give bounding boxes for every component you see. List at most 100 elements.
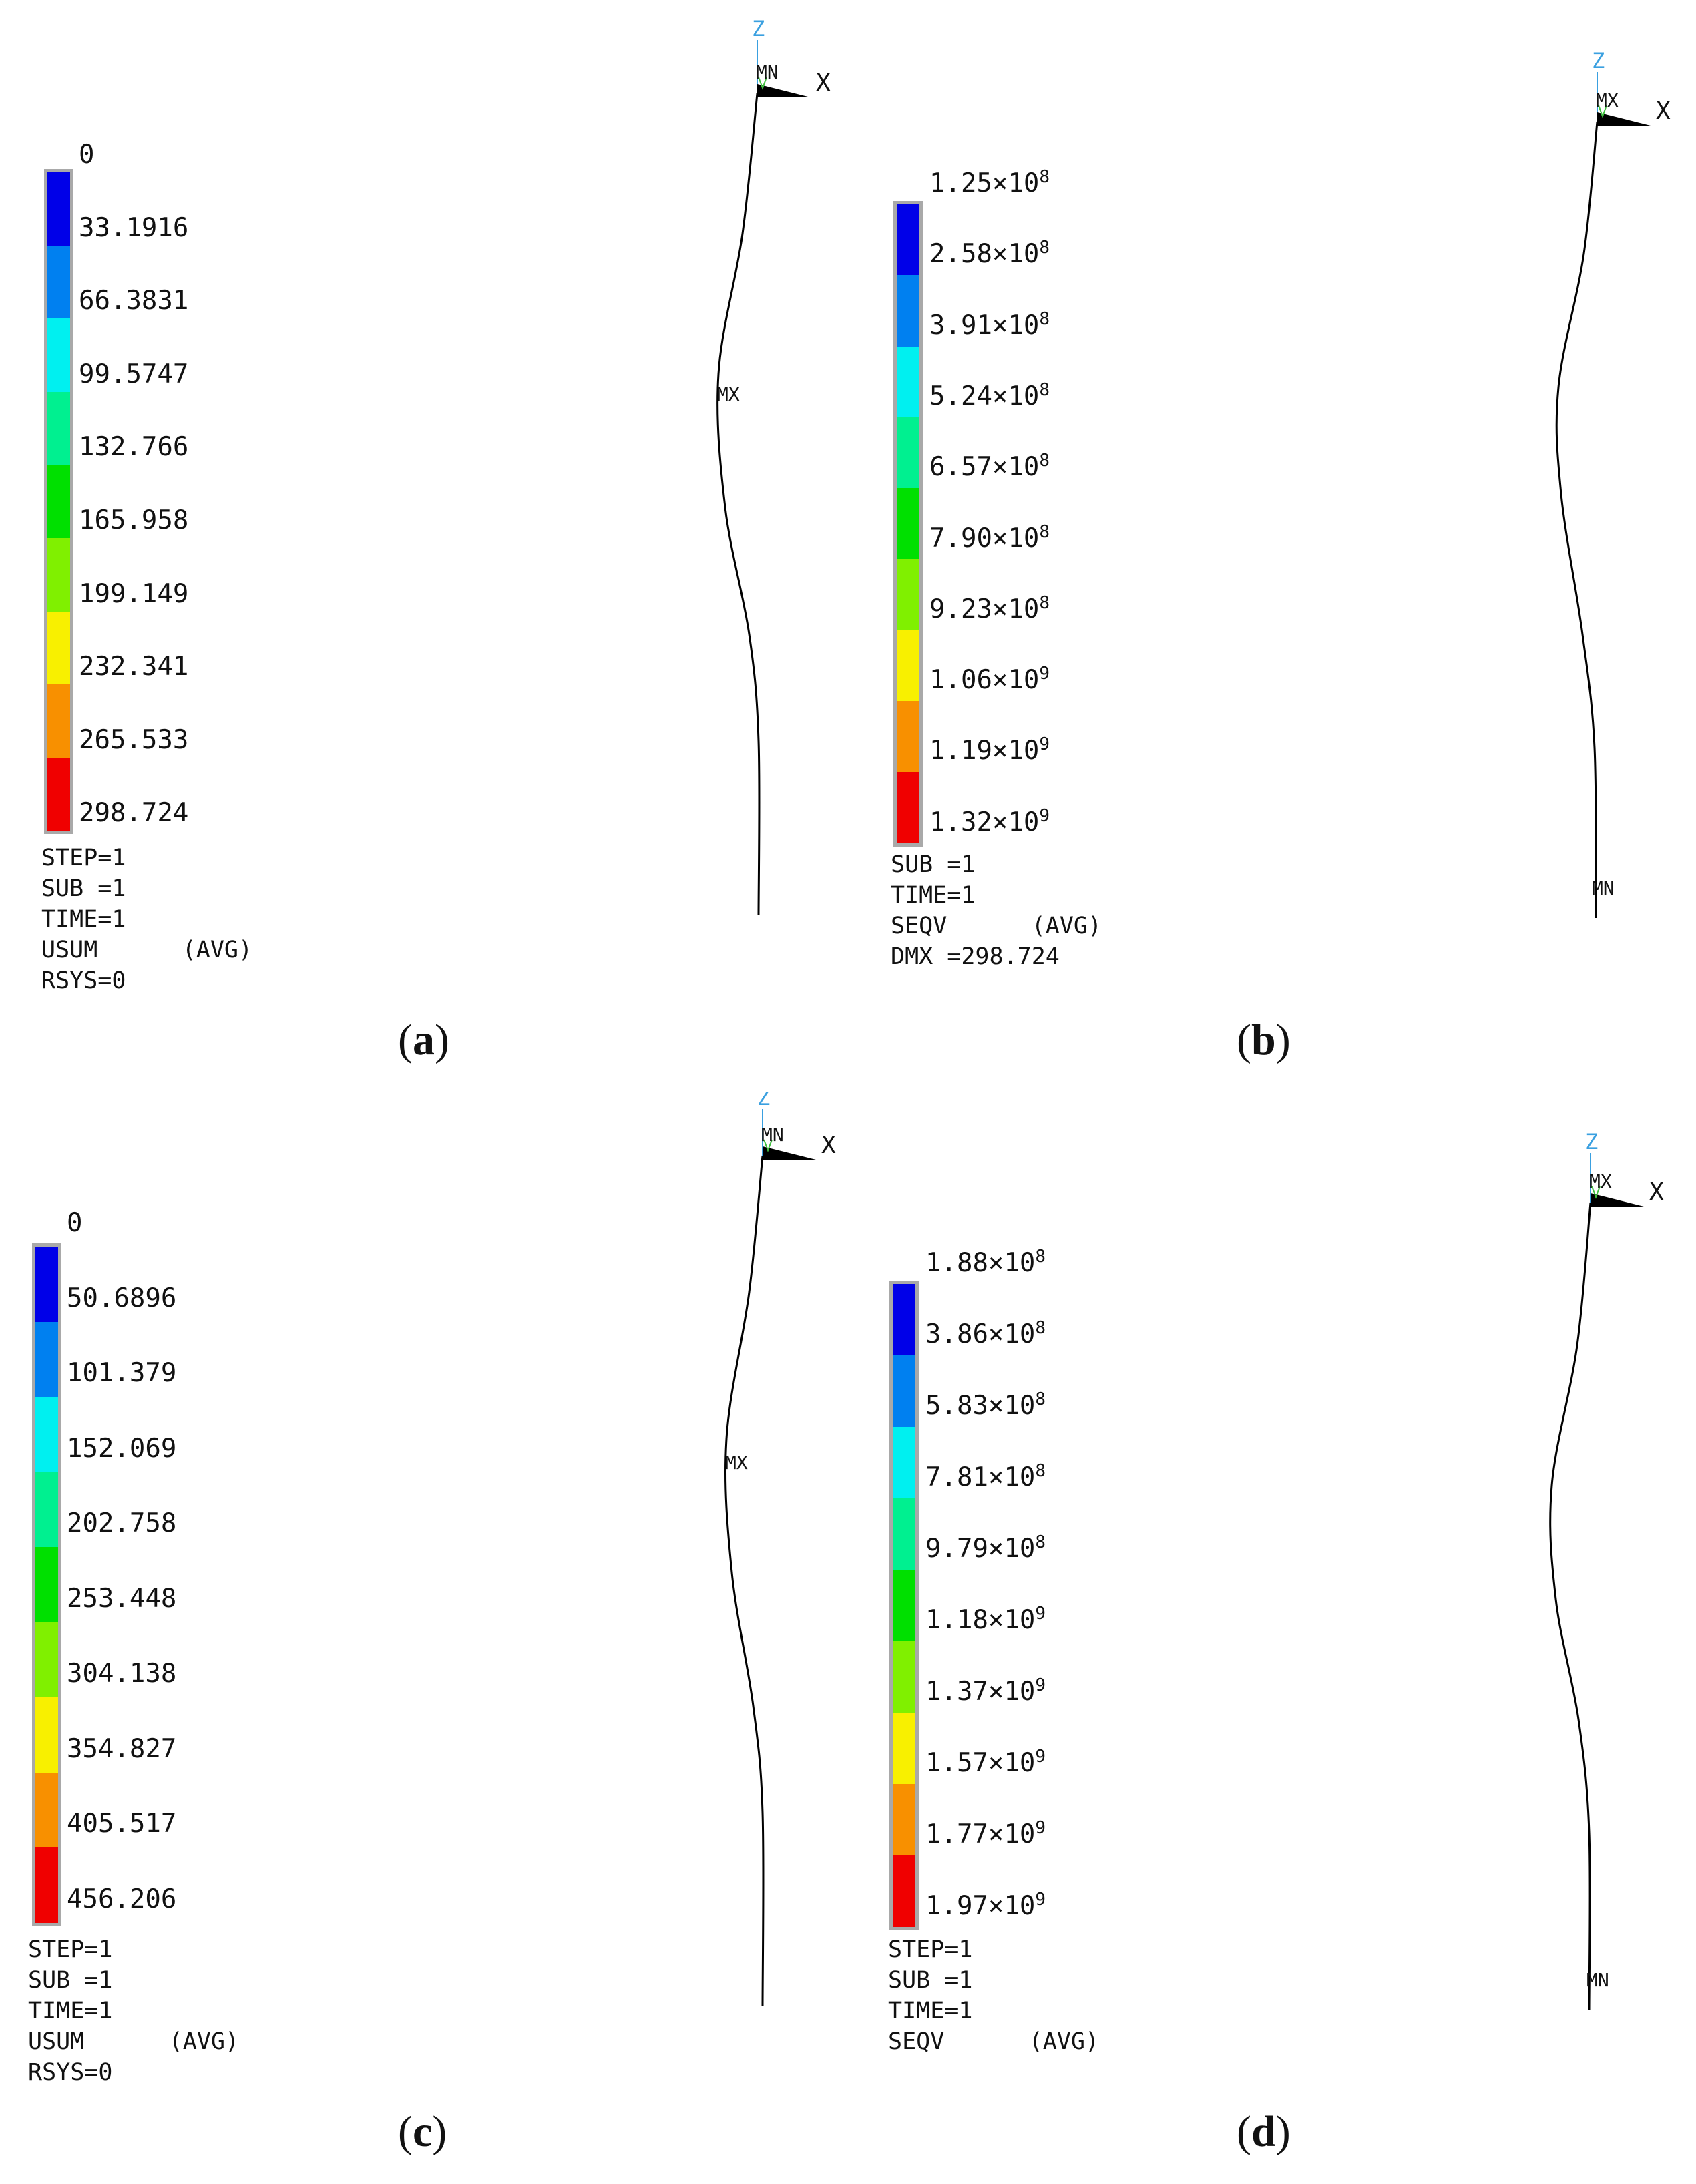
result-info-line: USUM (AVG) [28,2028,240,2055]
y-axis-triad [758,77,767,90]
tick-mantissa: 1.18 [925,1605,988,1635]
deformed-shape-plot: Z X MN MX [724,1092,836,2007]
tick-mantissa: 5.83 [925,1391,988,1421]
z-axis-label: Z [1592,48,1605,73]
times-ten-symbol: ×10 [988,1391,1036,1421]
result-info-line: SUB =1 [888,1967,973,1994]
colorbar-tick-label: 7.90×108 [929,523,1050,552]
y-axis-triad [763,1139,773,1152]
tick-mantissa: 7.81 [925,1462,988,1492]
result-info-line: SUB =1 [41,875,126,902]
deformed-shape-plot: Z X MN MX [716,16,831,915]
tick-mantissa: 1.77 [925,1819,988,1849]
contour-colorbar [44,169,73,835]
times-ten-symbol: ×10 [992,168,1040,198]
tick-mantissa: 5.24 [929,381,992,411]
origin-marker-label: MX [1589,1170,1612,1192]
colorbar-tick-label: 1.18×109 [925,1605,1046,1633]
tick-exponent: 9 [1035,1604,1046,1624]
colorbar-band [35,1547,58,1622]
times-ten-symbol: ×10 [988,1319,1036,1349]
result-info-line: SEQV (AVG) [888,2028,1100,2055]
times-ten-symbol: ×10 [992,736,1040,767]
colorbar-tick-label: 0 [79,140,95,170]
contour-colorbar [889,1281,919,1930]
colorbar-tick-label: 165.958 [79,505,189,535]
tick-exponent: 8 [1039,379,1050,400]
colorbar-band [897,275,919,347]
x-axis-triad [763,1146,816,1160]
z-axis-label: Z [757,1092,770,1110]
colorbar-tick-label: 405.517 [67,1809,177,1839]
colorbar-band [35,1321,58,1397]
tick-exponent: 9 [1039,664,1050,684]
tick-mantissa: 1.32 [929,807,992,837]
colorbar-tick-label: 1.06×109 [929,665,1050,693]
x-axis-triad [1597,112,1651,126]
colorbar-band [893,1498,915,1570]
tick-exponent: 8 [1035,1461,1046,1481]
tick-mantissa: 1.37 [925,1677,988,1707]
colorbar-tick-label: 101.379 [67,1358,177,1388]
colorbar-tick-label: 0 [67,1208,83,1238]
tick-exponent: 9 [1035,1890,1046,1910]
extreme-marker-label: MX [725,1452,748,1474]
caption-paren-close: ) [1275,2107,1291,2156]
caption-letter: b [1251,1016,1276,1064]
y-axis-triad [1591,1186,1601,1199]
colorbar-tick-label: 5.24×108 [929,381,1050,409]
tick-exponent: 8 [1039,238,1050,258]
result-info-line: STEP=1 [888,1936,973,1963]
result-info-block: SUB =1 TIME=1 SEQV (AVG) DMX =298.724 [891,849,1102,972]
origin-marker-label: MX [1596,89,1619,112]
colorbar-band [897,204,919,276]
colorbar-tick-label: 50.6896 [67,1283,177,1313]
tick-exponent: 8 [1039,167,1050,187]
colorbar-tick-label: 1.97×109 [925,1891,1046,1919]
times-ten-symbol: ×10 [988,1534,1036,1564]
colorbar-band [893,1713,915,1784]
colorbar-tick-label: 3.86×108 [925,1319,1046,1347]
colorbar-tick-label: 6.57×108 [929,452,1050,480]
colorbar-tick-label: 304.138 [67,1659,177,1689]
caption-letter: c [412,2107,433,2156]
origin-marker-label: MN [756,61,779,83]
x-axis-label: X [821,1132,836,1159]
result-info-line: TIME=1 [891,882,976,909]
result-info-line: DMX =298.724 [891,943,1060,970]
tick-exponent: 8 [1035,1318,1046,1338]
caption-paren-close: ) [432,2107,447,2156]
result-info-line: TIME=1 [888,1998,973,2024]
panel-d: 1.88×108 3.86×108 5.83×108 7.81×108 9.79×108… [848,1092,1696,2183]
colorbar-tick-label: 2.58×108 [929,239,1050,267]
colorbar-tick-label: 202.758 [67,1508,177,1538]
colorbar-band [35,1472,58,1547]
deformed-shape-plot: Z X MX MN [1555,48,1671,919]
result-info-line: RSYS=0 [28,2059,113,2086]
x-axis-label: X [1649,1178,1664,1206]
colorbar-tick-label: 1.19×109 [929,736,1050,764]
times-ten-symbol: ×10 [992,239,1040,270]
colorbar-tick-label: 5.83×108 [925,1391,1046,1419]
tick-exponent: 8 [1035,1532,1046,1552]
extreme-marker-label: MN [1592,877,1615,899]
colorbar-band [47,172,70,246]
colorbar-tick-label: 33.1916 [79,212,189,243]
colorbar-band [893,1570,915,1641]
result-info-line: USUM (AVG) [41,937,253,963]
tick-exponent: 9 [1039,805,1050,826]
colorbar-band [897,772,919,843]
result-info-line: SEQV (AVG) [891,913,1102,939]
colorbar-band [897,488,919,560]
times-ten-symbol: ×10 [992,807,1040,837]
times-ten-symbol: ×10 [992,381,1040,411]
tick-mantissa: 2.58 [929,239,992,270]
tick-exponent: 8 [1039,308,1050,329]
colorbar-band [897,417,919,489]
tick-mantissa: 1.97 [925,1891,988,1921]
times-ten-symbol: ×10 [988,1248,1036,1278]
colorbar-band [35,1622,58,1697]
tick-mantissa: 1.25 [929,168,992,198]
colorbar-band [35,1697,58,1773]
tick-exponent: 8 [1035,1247,1046,1267]
